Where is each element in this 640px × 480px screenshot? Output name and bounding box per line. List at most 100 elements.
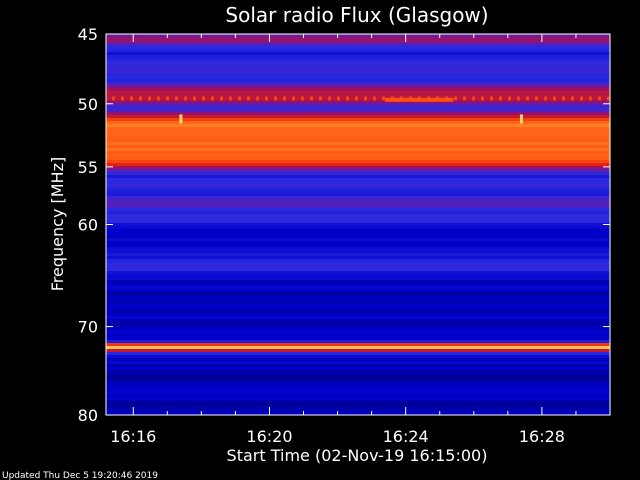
spectrogram-row bbox=[106, 367, 610, 370]
spectrogram-row bbox=[106, 142, 610, 145]
spectrogram-row bbox=[106, 43, 610, 46]
spectrogram-row bbox=[106, 394, 610, 397]
spectrogram-row bbox=[106, 64, 610, 67]
periodic-burst bbox=[607, 96, 610, 101]
spectrogram-row bbox=[106, 310, 610, 313]
periodic-burst bbox=[166, 96, 169, 101]
spectrogram bbox=[106, 34, 610, 415]
spectrogram-row bbox=[106, 400, 610, 403]
spectrogram-row bbox=[106, 187, 610, 190]
spectrogram-row bbox=[106, 238, 610, 241]
periodic-burst bbox=[490, 96, 493, 101]
periodic-burst bbox=[373, 96, 376, 101]
periodic-burst bbox=[238, 96, 241, 101]
periodic-burst bbox=[283, 96, 286, 101]
spectrogram-row bbox=[106, 340, 610, 343]
spectrogram-row bbox=[106, 259, 610, 262]
spectrogram-row bbox=[106, 94, 610, 97]
spectrogram-row bbox=[106, 361, 610, 364]
periodic-burst bbox=[598, 96, 601, 101]
spectrogram-row bbox=[106, 241, 610, 244]
radio-spike bbox=[179, 114, 183, 124]
spectrogram-row bbox=[106, 115, 610, 118]
periodic-burst bbox=[301, 96, 304, 101]
periodic-burst bbox=[364, 96, 367, 101]
y-tick-label: 60 bbox=[78, 216, 98, 235]
spectrogram-row bbox=[106, 364, 610, 367]
y-tick-label: 55 bbox=[78, 158, 98, 177]
periodic-burst bbox=[328, 96, 331, 101]
spectrogram-row bbox=[106, 229, 610, 232]
spectrogram-row bbox=[106, 88, 610, 91]
periodic-burst bbox=[139, 96, 142, 101]
spectrogram-row bbox=[106, 307, 610, 310]
spectrogram-row bbox=[106, 358, 610, 361]
spectrogram-row bbox=[106, 169, 610, 172]
y-axis-label: Frequency [MHz] bbox=[48, 157, 67, 291]
periodic-burst bbox=[220, 96, 223, 101]
spectrogram-row bbox=[106, 253, 610, 256]
spectrogram-row bbox=[106, 145, 610, 148]
periodic-burst bbox=[319, 96, 322, 101]
spectrogram-row bbox=[106, 124, 610, 127]
periodic-burst bbox=[112, 96, 115, 101]
spectrogram-row bbox=[106, 199, 610, 202]
spectrogram-row bbox=[106, 193, 610, 196]
spectrogram-row bbox=[106, 250, 610, 253]
periodic-burst bbox=[382, 96, 385, 101]
x-tick-label: 16:24 bbox=[383, 427, 429, 446]
spectrogram-features bbox=[112, 96, 610, 124]
periodic-burst bbox=[499, 96, 502, 101]
spectrogram-row bbox=[106, 112, 610, 115]
spectrogram-row bbox=[106, 298, 610, 301]
spectrogram-row bbox=[106, 406, 610, 409]
spectrogram-row bbox=[106, 196, 610, 199]
spectrogram-row bbox=[106, 172, 610, 175]
periodic-burst bbox=[481, 96, 484, 101]
spectrogram-row bbox=[106, 412, 610, 415]
periodic-burst bbox=[571, 96, 574, 101]
spectrogram-row bbox=[106, 91, 610, 94]
spectrogram-row bbox=[106, 385, 610, 388]
spectrogram-row bbox=[106, 379, 610, 382]
spectrogram-row bbox=[106, 349, 610, 352]
periodic-burst bbox=[454, 96, 457, 101]
y-tick-label: 70 bbox=[78, 318, 98, 337]
periodic-burst bbox=[157, 96, 160, 101]
x-tick-label: 16:20 bbox=[246, 427, 292, 446]
spectrogram-row bbox=[106, 328, 610, 331]
spectrogram-row bbox=[106, 109, 610, 112]
spectrogram-row bbox=[106, 154, 610, 157]
spectrogram-row bbox=[106, 337, 610, 340]
x-axis-label: Start Time (02-Nov-19 16:15:00) bbox=[227, 446, 488, 465]
spectrogram-row bbox=[106, 397, 610, 400]
spectrogram-row bbox=[106, 334, 610, 337]
spectrogram-row bbox=[106, 319, 610, 322]
spectrogram-row bbox=[106, 277, 610, 280]
periodic-burst bbox=[544, 96, 547, 101]
periodic-burst bbox=[202, 96, 205, 101]
y-tick-label: 45 bbox=[78, 25, 98, 44]
periodic-burst bbox=[175, 96, 178, 101]
periodic-burst bbox=[265, 96, 268, 101]
spectrogram-row bbox=[106, 343, 610, 346]
periodic-burst bbox=[229, 96, 232, 101]
periodic-burst bbox=[562, 96, 565, 101]
periodic-burst bbox=[310, 96, 313, 101]
spectrogram-row bbox=[106, 382, 610, 385]
periodic-burst bbox=[463, 96, 466, 101]
periodic-burst bbox=[247, 96, 250, 101]
spectrogram-row bbox=[106, 127, 610, 130]
spectrogram-row bbox=[106, 274, 610, 277]
chart-title: Solar radio Flux (Glasgow) bbox=[225, 3, 488, 27]
spectrogram-row bbox=[106, 184, 610, 187]
spectrogram-row bbox=[106, 157, 610, 160]
spectrogram-row bbox=[106, 301, 610, 304]
spectrogram-row bbox=[106, 283, 610, 286]
spectrogram-row bbox=[106, 223, 610, 226]
spectrogram-row bbox=[106, 133, 610, 136]
periodic-burst bbox=[337, 96, 340, 101]
spectrogram-row bbox=[106, 295, 610, 298]
spectrogram-row bbox=[106, 271, 610, 274]
